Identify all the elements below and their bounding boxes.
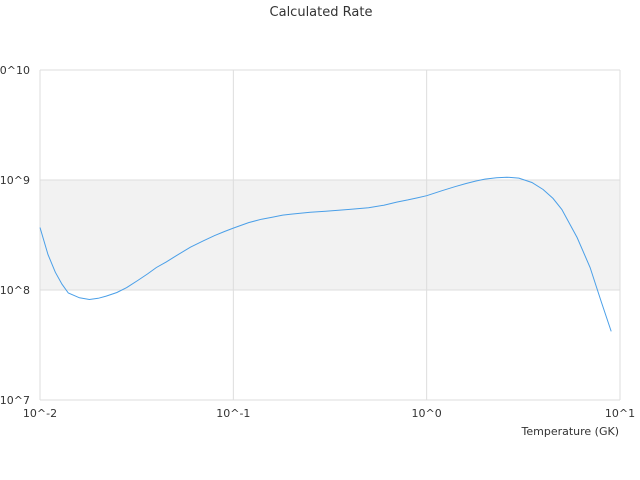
band-1 — [40, 180, 620, 290]
x-tick-label: 10^0 — [412, 407, 442, 420]
chart-title: Calculated Rate — [270, 5, 373, 20]
x-tick-label: 10^1 — [605, 407, 635, 420]
x-tick-label: 10^-1 — [216, 407, 250, 420]
y-axis-ticks: 10^7 10^8 10^9 0^10 — [0, 64, 30, 407]
y-tick-label: 10^7 — [0, 394, 30, 407]
y-tick-label: 10^9 — [0, 174, 30, 187]
plot-area — [39, 176, 612, 332]
grid-lines — [39, 69, 621, 401]
x-axis-ticks: 10^-2 10^-1 10^0 10^1 — [23, 407, 635, 420]
x-tick-label: 10^-2 — [23, 407, 57, 420]
band-shading — [40, 180, 620, 290]
x-axis-title: Temperature (GK) — [521, 425, 620, 438]
series-line-0 — [39, 176, 612, 332]
y-tick-label: 0^10 — [0, 64, 30, 77]
y-tick-label: 10^8 — [0, 284, 30, 297]
